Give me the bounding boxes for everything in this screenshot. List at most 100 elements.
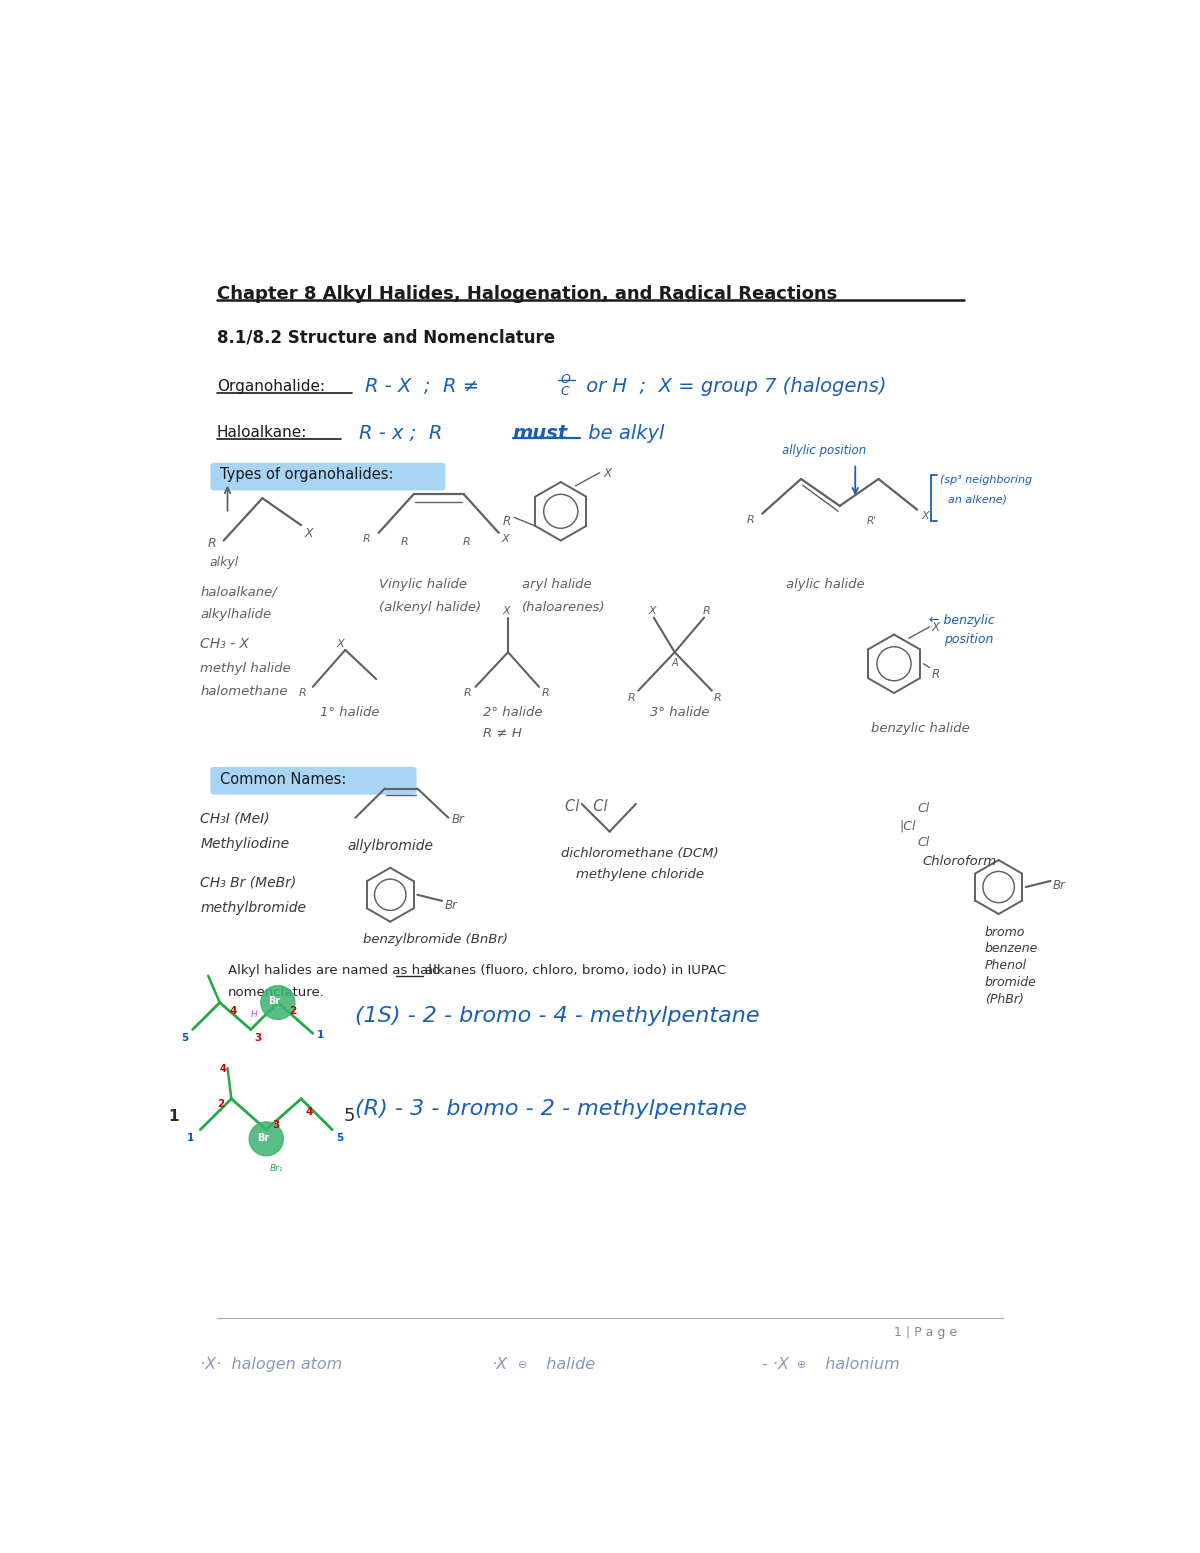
Text: methylbromide: methylbromide [200, 901, 306, 915]
Text: methylene chloride: methylene chloride [576, 868, 704, 881]
Circle shape [250, 1121, 283, 1155]
Text: 2: 2 [217, 1100, 224, 1109]
FancyBboxPatch shape [210, 463, 445, 491]
Text: (alkenyl halide): (alkenyl halide) [379, 601, 481, 613]
Text: Br₁: Br₁ [270, 1165, 283, 1173]
Text: haloalkane/: haloalkane/ [200, 585, 277, 598]
Text: R - X  ;  R ≠: R - X ; R ≠ [366, 377, 486, 396]
Text: 1: 1 [186, 1134, 193, 1143]
Text: (sp³ neighboring: (sp³ neighboring [941, 475, 1033, 485]
Text: 8.1/8.2 Structure and Nomenclature: 8.1/8.2 Structure and Nomenclature [217, 329, 554, 346]
Text: Phenol: Phenol [985, 960, 1027, 972]
Text: Chapter 8 Alkyl Halides, Halogenation, and Radical Reactions: Chapter 8 Alkyl Halides, Halogenation, a… [217, 284, 836, 303]
Text: ⊖: ⊖ [518, 1360, 528, 1370]
Text: R: R [702, 606, 710, 617]
Text: ·X·  halogen atom: ·X· halogen atom [200, 1357, 343, 1371]
Text: X: X [336, 640, 343, 649]
Text: bromo: bromo [985, 926, 1025, 938]
Text: allylbromide: allylbromide [348, 839, 433, 853]
Text: 1° halide: 1° halide [320, 707, 380, 719]
Text: Br: Br [444, 899, 457, 912]
Text: A: A [672, 657, 678, 668]
Text: nomenclature.: nomenclature. [228, 986, 324, 999]
Text: 5: 5 [336, 1134, 343, 1143]
Text: halonium: halonium [815, 1357, 900, 1371]
Text: R: R [746, 516, 755, 525]
Text: alkylhalide: alkylhalide [200, 609, 271, 621]
Text: dichloromethane (DCM): dichloromethane (DCM) [560, 846, 719, 860]
Text: Vinylic halide: Vinylic halide [379, 578, 467, 590]
Text: 3: 3 [272, 1120, 280, 1131]
Text: X: X [503, 606, 510, 617]
Text: (PhBr): (PhBr) [985, 994, 1024, 1006]
Text: Cl: Cl [917, 803, 930, 815]
Text: R: R [628, 693, 636, 704]
Text: X: X [931, 621, 940, 635]
Text: R ≠ H: R ≠ H [484, 727, 522, 739]
Text: Cl   Cl: Cl Cl [565, 798, 607, 814]
Text: position: position [944, 634, 994, 646]
Text: Br: Br [1052, 879, 1066, 893]
Text: Common Names:: Common Names: [220, 772, 346, 786]
Text: R: R [714, 693, 721, 704]
Text: aryl halide: aryl halide [522, 578, 592, 590]
Text: Haloalkane:: Haloalkane: [217, 426, 307, 439]
Text: methyl halide: methyl halide [200, 662, 292, 676]
Text: R: R [462, 537, 470, 547]
Text: R - x ;  R: R - x ; R [359, 424, 449, 443]
Text: (R) - 3 - bromo - 2 - methylpentane: (R) - 3 - bromo - 2 - methylpentane [355, 1100, 748, 1118]
Text: halomethane: halomethane [200, 685, 288, 699]
Text: 5: 5 [343, 1106, 361, 1124]
Text: O: O [560, 373, 571, 385]
Text: must: must [512, 424, 568, 443]
Text: 4: 4 [229, 1006, 236, 1016]
Text: Alkyl halides are named as halo: Alkyl halides are named as halo [228, 964, 439, 977]
Text: R: R [464, 688, 472, 699]
Text: 3: 3 [254, 1033, 262, 1044]
Text: 2° halide: 2° halide [484, 707, 542, 719]
Text: or H  ;  X = group 7 (halogens): or H ; X = group 7 (halogens) [580, 377, 887, 396]
Text: R: R [503, 516, 511, 528]
Text: H: H [251, 1011, 258, 1019]
Text: (haloarenes): (haloarenes) [522, 601, 606, 613]
Text: 1: 1 [317, 1030, 324, 1039]
Text: CH₃ - X: CH₃ - X [200, 637, 250, 651]
Text: 2: 2 [289, 1006, 296, 1016]
Text: CH₃ Br (MeBr): CH₃ Br (MeBr) [200, 876, 296, 890]
Text: X: X [502, 534, 509, 545]
Text: R': R' [866, 516, 877, 526]
Text: benzylbromide (BnBr): benzylbromide (BnBr) [364, 933, 508, 946]
Text: bromide: bromide [985, 977, 1037, 989]
Text: halide: halide [536, 1357, 595, 1371]
Text: X: X [922, 511, 929, 522]
Text: (1S) - 2 - bromo - 4 - methylpentane: (1S) - 2 - bromo - 4 - methylpentane [355, 1006, 760, 1027]
Text: Organohalide:: Organohalide: [217, 379, 325, 394]
Text: R: R [542, 688, 550, 699]
Text: Chloroform: Chloroform [923, 854, 997, 868]
Text: 5: 5 [181, 1033, 188, 1044]
Text: benzene: benzene [985, 943, 1038, 955]
Text: ·X: ·X [491, 1357, 508, 1371]
Text: Br: Br [257, 1132, 269, 1143]
Text: Br: Br [269, 997, 281, 1006]
Text: alkyl: alkyl [210, 556, 239, 568]
Text: Br: Br [451, 814, 464, 826]
Text: CH₃I (MeI): CH₃I (MeI) [200, 812, 270, 826]
Text: X: X [305, 526, 313, 540]
FancyBboxPatch shape [210, 767, 416, 795]
Text: ⊕: ⊕ [797, 1360, 806, 1370]
Text: 4: 4 [220, 1064, 227, 1075]
Text: allylic position: allylic position [781, 444, 866, 457]
Text: alylic halide: alylic halide [786, 578, 864, 590]
Text: R: R [931, 668, 940, 680]
Text: R: R [364, 534, 371, 545]
Text: Types of organohalides:: Types of organohalides: [220, 467, 394, 483]
Text: R: R [401, 537, 408, 547]
Text: alkanes (fluoro, chloro, bromo, iodo) in IUPAC: alkanes (fluoro, chloro, bromo, iodo) in… [425, 964, 726, 977]
Text: Methyliodine: Methyliodine [200, 837, 289, 851]
Text: 3° halide: 3° halide [650, 707, 709, 719]
Text: 4: 4 [305, 1106, 312, 1117]
Text: X: X [604, 466, 611, 480]
Text: ← benzylic: ← benzylic [929, 613, 995, 627]
Text: benzylic halide: benzylic halide [871, 722, 970, 735]
